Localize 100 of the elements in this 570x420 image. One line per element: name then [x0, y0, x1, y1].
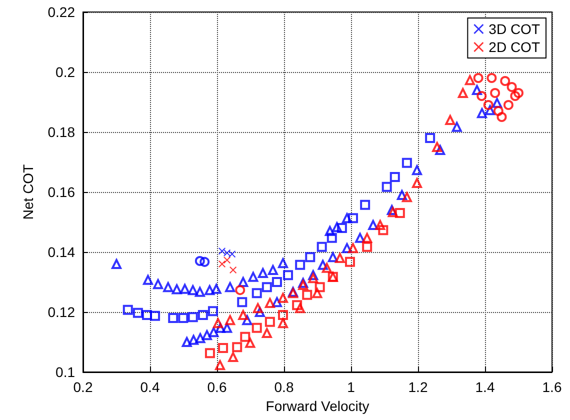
point — [486, 73, 497, 83]
point — [262, 328, 272, 338]
point — [222, 322, 232, 333]
point — [168, 313, 178, 323]
point — [472, 85, 482, 95]
point — [254, 307, 265, 317]
point — [208, 306, 218, 316]
point — [272, 277, 282, 287]
point — [368, 220, 378, 230]
point — [238, 277, 248, 287]
point — [302, 290, 312, 300]
point — [295, 260, 306, 270]
point — [464, 75, 475, 86]
point — [360, 200, 370, 210]
point — [308, 270, 318, 280]
point — [150, 310, 160, 321]
point — [514, 88, 524, 98]
point — [348, 213, 358, 224]
point — [318, 260, 328, 270]
point — [228, 250, 236, 258]
point — [224, 249, 231, 256]
point — [213, 318, 224, 328]
x-tick-label: 1.6 — [542, 379, 562, 395]
y-tick-label: 0.1 — [56, 364, 76, 380]
point — [122, 304, 133, 315]
x-tick-label: 1.2 — [408, 379, 428, 395]
point — [278, 310, 288, 320]
point — [235, 285, 246, 296]
point — [142, 310, 152, 320]
point — [375, 220, 386, 230]
point — [445, 115, 456, 125]
point — [237, 297, 248, 308]
point — [172, 284, 182, 294]
point — [204, 348, 215, 358]
y-tick-label: 0.2 — [56, 64, 76, 80]
point — [228, 352, 238, 362]
x-tick-label: 1 — [347, 379, 356, 395]
y-tick-label: 0.16 — [48, 184, 76, 200]
point — [324, 226, 335, 236]
point — [272, 297, 282, 308]
point — [506, 82, 517, 92]
point — [378, 225, 388, 236]
point — [435, 145, 446, 155]
point — [344, 256, 355, 267]
legend-label: 3D COT — [488, 21, 540, 37]
point — [458, 88, 468, 98]
point — [326, 232, 337, 243]
point — [252, 288, 262, 298]
point — [188, 334, 199, 345]
legend-label: 2D COT — [488, 39, 540, 55]
point — [298, 280, 308, 290]
point — [218, 343, 228, 353]
x-tick-label: 0.4 — [140, 379, 160, 395]
point — [224, 256, 231, 264]
point — [336, 223, 347, 233]
point — [496, 112, 507, 122]
point — [402, 158, 412, 168]
point — [194, 256, 205, 266]
y-tick-label: 0.18 — [48, 124, 76, 140]
point — [396, 190, 407, 200]
point — [208, 327, 219, 338]
point — [238, 310, 248, 320]
point — [342, 243, 352, 254]
point — [305, 252, 316, 262]
x-axis-title: Forward Velocity — [266, 398, 370, 414]
point — [388, 207, 398, 218]
point — [295, 303, 306, 314]
point — [510, 91, 520, 101]
point — [178, 313, 188, 323]
point — [312, 288, 322, 298]
point — [362, 232, 372, 243]
point — [490, 88, 500, 98]
point — [322, 262, 332, 273]
point — [248, 272, 258, 282]
point — [452, 122, 462, 132]
point — [328, 252, 338, 262]
point — [245, 338, 256, 348]
point — [355, 232, 366, 243]
point — [142, 274, 153, 285]
point — [292, 300, 302, 310]
point — [476, 91, 487, 101]
point — [194, 286, 205, 297]
point — [202, 330, 212, 340]
point — [473, 73, 484, 83]
point — [252, 322, 262, 333]
point — [503, 100, 514, 110]
x-tick-label: 1.4 — [475, 379, 495, 395]
point — [268, 265, 278, 275]
y-tick-label: 0.12 — [48, 304, 76, 320]
point — [163, 282, 174, 292]
point — [242, 315, 252, 326]
point — [153, 279, 164, 290]
point — [218, 248, 226, 255]
point — [278, 292, 288, 303]
point — [264, 298, 275, 308]
point — [225, 315, 236, 326]
point — [180, 284, 190, 294]
point — [314, 282, 325, 292]
x-tick-label: 0.8 — [274, 379, 294, 395]
point — [225, 282, 236, 292]
